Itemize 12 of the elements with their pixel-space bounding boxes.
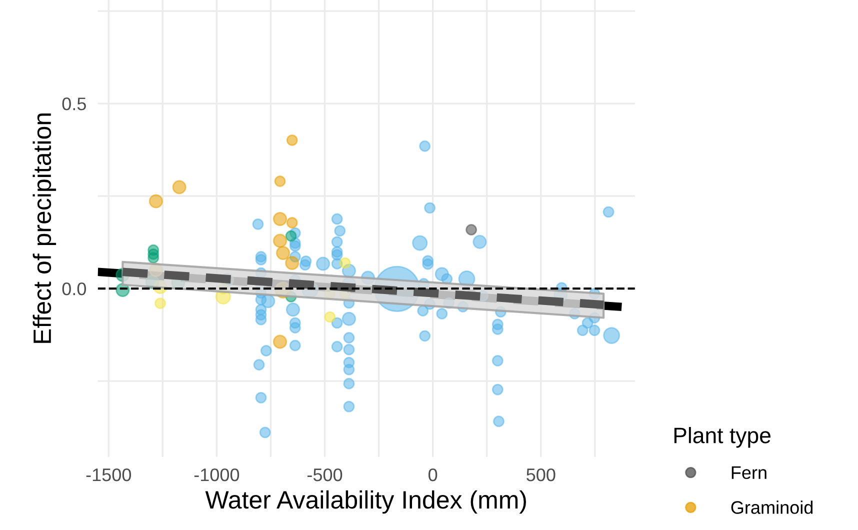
y-axis-title: Effect of precipitation	[32, 114, 56, 343]
x-axis-title: Water Availability Index (mm)	[205, 490, 526, 514]
x-tick-label: -1000	[194, 468, 240, 482]
legend-label: Graminoid	[731, 500, 813, 514]
x-tick-label: 500	[526, 468, 556, 482]
x-tick-label: -1500	[86, 468, 132, 482]
y-tick-label: 0.5	[62, 98, 86, 110]
legend-title: Plant type	[674, 427, 770, 448]
y-tick-label: 0.0	[62, 282, 86, 296]
x-tick-label: -500	[307, 468, 342, 482]
x-tick-label: 0	[428, 468, 438, 482]
legend-label: Fern	[732, 466, 766, 480]
